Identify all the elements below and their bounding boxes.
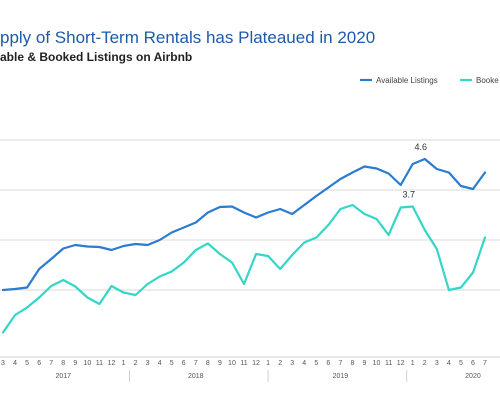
- x-tick-label-6: 9: [73, 360, 77, 367]
- x-tick-label-37: 4: [447, 360, 451, 367]
- x-tick-label-12: 3: [146, 360, 150, 367]
- x-tick-label-28: 7: [338, 360, 342, 367]
- x-tick-label-10: 1: [122, 360, 126, 367]
- x-tick-label-22: 1: [266, 360, 270, 367]
- chart-title: pply of Short-Term Rentals has Plateaued…: [0, 28, 376, 47]
- x-tick-label-11: 2: [134, 360, 138, 367]
- x-tick-label-23: 2: [278, 360, 282, 367]
- x-tick-label-19: 10: [228, 360, 236, 367]
- x-tick-label-17: 8: [206, 360, 210, 367]
- data-label-1: 3.7: [402, 190, 415, 200]
- year-label-0: 2017: [55, 373, 71, 380]
- chart-subtitle: able & Booked Listings on Airbnb: [0, 50, 193, 64]
- x-tick-label-21: 12: [252, 360, 260, 367]
- x-axis: 3 4 5 6 7 8 9 10 11 12 1 2 3 4 5 6 7 8 9 10 11 12 1 2 3 4 5 6 7 8 9 10 1…: [0, 356, 500, 382]
- x-tick-label-30: 9: [363, 360, 367, 367]
- series-line-1: [1, 203, 487, 334]
- x-tick-label-39: 6: [471, 360, 475, 367]
- legend: Available Listings Booke: [360, 76, 499, 85]
- x-tick-label-40: 7: [483, 360, 487, 367]
- x-tick-label-0: 3: [1, 360, 5, 367]
- x-tick-label-8: 11: [96, 360, 103, 367]
- x-tick-label-27: 6: [326, 360, 330, 367]
- x-tick-label-5: 8: [61, 360, 65, 367]
- x-tick-label-14: 5: [170, 360, 174, 367]
- x-tick-label-9: 12: [108, 360, 116, 367]
- x-tick-label-25: 4: [302, 360, 306, 367]
- x-tick-label-31: 10: [373, 360, 381, 367]
- series-line-0: [1, 157, 487, 292]
- series-lines: [1, 157, 487, 334]
- x-tick-label-15: 6: [182, 360, 186, 367]
- x-tick-label-38: 5: [459, 360, 463, 367]
- year-label-2: 2019: [333, 373, 349, 380]
- x-tick-label-26: 5: [314, 360, 318, 367]
- year-label-1: 2018: [188, 373, 204, 380]
- x-tick-label-34: 1: [411, 360, 415, 367]
- x-tick-label-29: 8: [350, 360, 354, 367]
- x-tick-label-13: 4: [158, 360, 162, 367]
- legend-label-1: Booke: [476, 76, 499, 85]
- data-labels: 4.6 3.7: [402, 142, 427, 200]
- x-tick-label-16: 7: [194, 360, 198, 367]
- x-tick-label-33: 12: [397, 360, 405, 367]
- x-tick-label-35: 2: [423, 360, 427, 367]
- x-tick-label-7: 10: [83, 360, 91, 367]
- x-tick-label-18: 9: [218, 360, 222, 367]
- x-tick-label-3: 6: [37, 360, 41, 367]
- grid-lines: [0, 139, 500, 291]
- x-tick-label-2: 5: [25, 360, 29, 367]
- x-tick-label-20: 11: [240, 360, 247, 367]
- year-label-3: 2020: [465, 373, 481, 380]
- x-tick-label-1: 4: [13, 360, 17, 367]
- legend-label-0: Available Listings: [376, 76, 438, 85]
- x-tick-label-4: 7: [49, 360, 53, 367]
- x-tick-label-24: 3: [290, 360, 294, 367]
- data-label-0: 4.6: [414, 142, 427, 152]
- x-tick-label-32: 11: [385, 360, 392, 367]
- x-tick-label-36: 3: [435, 360, 439, 367]
